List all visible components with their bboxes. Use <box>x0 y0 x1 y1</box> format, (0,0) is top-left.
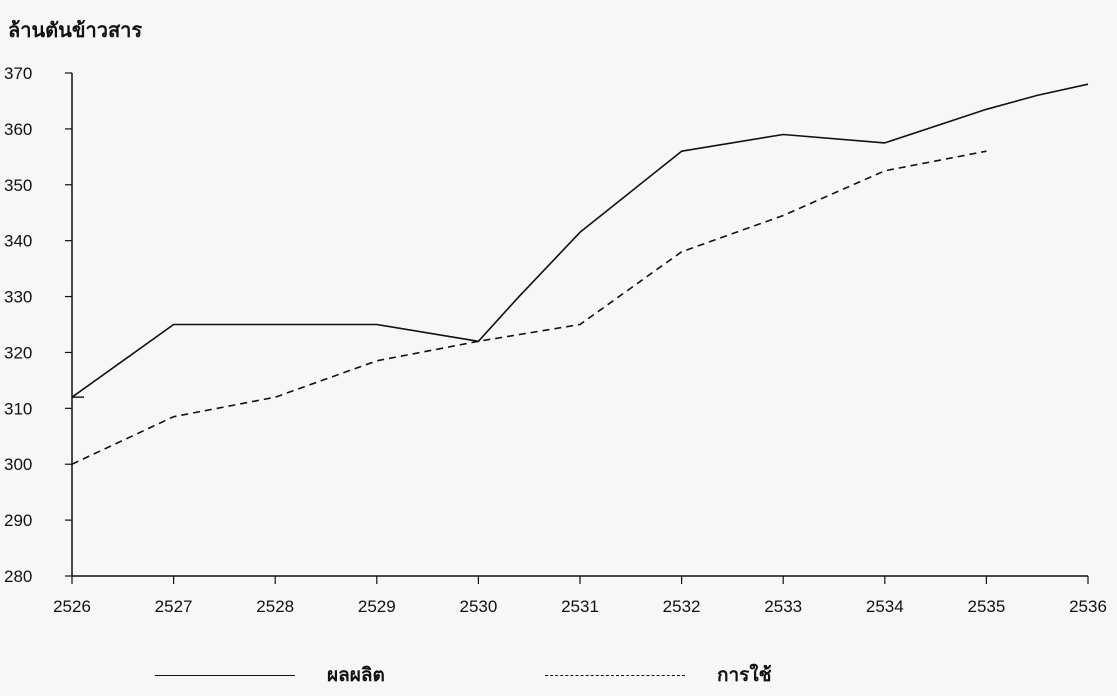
x-tick-label: 2527 <box>155 597 193 616</box>
y-axis-ticks: 280 290 300 310 320 330 340 350 360 370 <box>4 64 72 586</box>
legend-label-production: ผลผลิต <box>327 664 385 686</box>
y-tick-label: 280 <box>4 567 32 586</box>
legend-swatch-dashed <box>545 674 685 676</box>
x-tick-label: 2535 <box>967 597 1005 616</box>
x-tick-label: 2526 <box>53 597 91 616</box>
y-tick-label: 340 <box>4 232 32 251</box>
legend-item-production: ผลผลิต <box>155 660 385 690</box>
x-tick-label: 2532 <box>663 597 701 616</box>
y-tick-label: 310 <box>4 399 32 418</box>
x-axis-ticks: 2526 2527 2528 2529 2530 2531 2532 2533 2534 2535… <box>53 576 1107 616</box>
legend-item-consumption: การใช้ <box>545 660 772 690</box>
x-tick-label: 2528 <box>256 597 294 616</box>
x-tick-label: 2529 <box>358 597 396 616</box>
y-tick-label: 330 <box>4 288 32 307</box>
chart-series <box>71 83 1089 465</box>
x-tick-label: 2530 <box>459 597 497 616</box>
series-line-production <box>71 83 1089 398</box>
chart-legend: ผลผลิต การใช้ <box>0 660 1117 692</box>
x-tick-label: 2534 <box>866 597 904 616</box>
legend-label-consumption: การใช้ <box>717 664 772 686</box>
y-tick-label: 370 <box>4 64 32 83</box>
y-axis-unit-label: ล้านตันข้าวสาร <box>8 18 143 42</box>
x-tick-label: 2536 <box>1069 597 1107 616</box>
x-tick-label: 2533 <box>764 597 802 616</box>
y-tick-label: 320 <box>4 343 32 362</box>
legend-swatch-solid <box>155 674 295 676</box>
y-tick-label: 350 <box>4 176 32 195</box>
y-tick-label: 300 <box>4 455 32 474</box>
y-tick-label: 290 <box>4 511 32 530</box>
series-line-consumption <box>71 150 987 465</box>
x-tick-label: 2531 <box>561 597 599 616</box>
y-tick-label: 360 <box>4 120 32 139</box>
